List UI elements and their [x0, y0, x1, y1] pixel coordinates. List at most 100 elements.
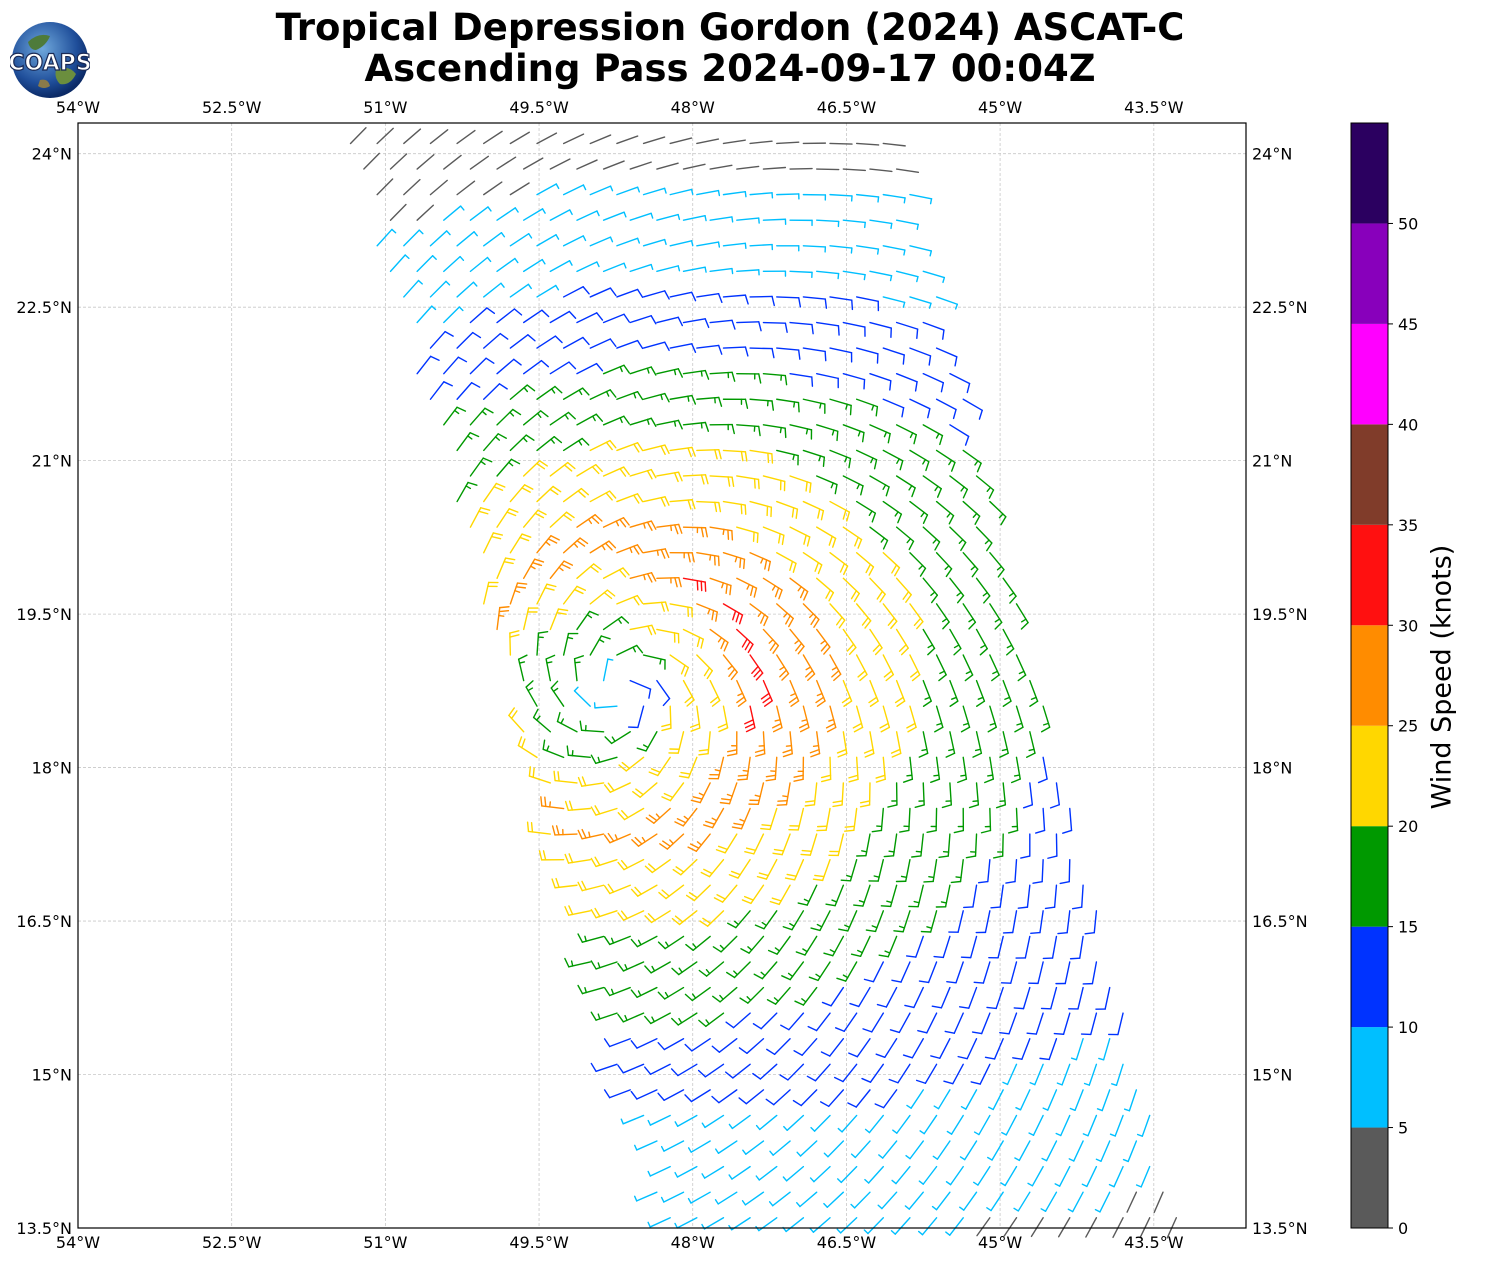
wind-barb — [551, 877, 578, 889]
wind-barb — [789, 475, 812, 493]
wind-barb — [618, 756, 645, 772]
wind-barb — [841, 679, 853, 707]
wind-barb — [483, 482, 506, 503]
wind-barb — [1028, 961, 1044, 985]
wind-barb — [962, 603, 977, 630]
wind-barb — [736, 475, 760, 490]
wind-barb — [629, 263, 654, 273]
wind-barb — [987, 1140, 1004, 1161]
wind-barb — [469, 155, 490, 170]
lat-tick-label-right: 24°N — [1252, 145, 1292, 164]
wind-barb — [970, 1063, 991, 1085]
wind-barb — [403, 128, 422, 145]
wind-barb — [483, 181, 503, 196]
wind-barb — [709, 475, 735, 488]
wind-barb — [962, 654, 974, 682]
wind-barb — [869, 321, 892, 339]
wind-barb — [802, 193, 827, 201]
wind-barb — [820, 1038, 845, 1057]
wind-barb — [657, 986, 685, 1000]
lon-tick-label-bottom: 54°W — [56, 1233, 100, 1252]
wind-barb — [1049, 782, 1060, 809]
wind-barb — [762, 526, 785, 546]
wind-barb — [1082, 961, 1098, 985]
wind-barb — [995, 782, 1007, 809]
wind-barb — [887, 782, 898, 808]
wind-barb — [443, 356, 468, 375]
wind-barb — [926, 807, 938, 834]
wind-barb — [980, 807, 992, 834]
wind-barb — [911, 833, 924, 858]
wind-barb — [905, 935, 924, 958]
wind-barb — [715, 1140, 738, 1154]
wind-barb — [855, 193, 880, 203]
wind-barb — [670, 1063, 698, 1077]
lon-tick-label-top: 49.5°W — [509, 98, 569, 117]
wind-barb — [781, 961, 805, 981]
wind-barb — [895, 526, 915, 551]
wind-barb — [804, 782, 818, 807]
wind-barb — [1014, 1140, 1031, 1162]
wind-barb — [509, 434, 535, 452]
wind-barb — [749, 347, 775, 359]
wind-barb — [902, 1038, 924, 1059]
wind-barb — [682, 369, 710, 380]
wind-barb — [709, 577, 732, 596]
lat-tick-label-left: 18°N — [32, 759, 72, 778]
wind-barb — [456, 382, 481, 400]
wind-barb — [674, 807, 698, 827]
lat-tick-label-left: 15°N — [32, 1066, 72, 1085]
wind-barb — [906, 705, 917, 733]
wind-barb — [1062, 807, 1073, 834]
wind-barb — [855, 603, 872, 629]
wind-barb — [816, 424, 839, 442]
wind-barb — [762, 372, 788, 386]
wind-barb — [589, 589, 616, 605]
wind-barb — [629, 679, 652, 699]
wind-barb — [1002, 1063, 1018, 1086]
wind-barb — [1067, 1191, 1084, 1213]
wind-barb — [403, 178, 421, 196]
wind-barb — [522, 460, 548, 477]
wind-barb — [917, 1012, 938, 1034]
wind-barb — [882, 552, 901, 577]
wind-barb — [922, 628, 936, 656]
wind-barb — [617, 1012, 645, 1023]
wind-barb — [522, 558, 545, 580]
wind-barb — [629, 468, 657, 480]
wind-barb — [549, 310, 577, 324]
wind-barb — [882, 296, 906, 308]
wind-barb — [712, 935, 738, 953]
wind-barb — [562, 286, 590, 298]
wind-barb — [842, 577, 860, 603]
wind-barb — [522, 208, 546, 221]
wind-barb — [590, 754, 618, 765]
wind-barb — [749, 243, 774, 251]
wind-barb — [725, 1012, 751, 1029]
wind-barb — [869, 270, 893, 282]
wind-barb — [882, 347, 905, 365]
wind-barb — [549, 209, 573, 221]
wind-barb — [945, 1217, 964, 1236]
wind-barb — [699, 910, 725, 927]
wind-barb — [589, 338, 617, 349]
wind-barb — [576, 413, 604, 426]
wind-barb — [642, 601, 669, 612]
wind-barb — [630, 1038, 658, 1049]
wind-barb — [564, 957, 591, 968]
wind-barb — [1122, 1140, 1138, 1163]
wind-barb — [823, 1140, 845, 1158]
wind-barb — [713, 884, 738, 903]
wind-barb — [711, 1089, 738, 1104]
wind-barb — [709, 628, 729, 652]
wind-barb — [616, 390, 644, 401]
wind-barb — [1040, 986, 1058, 1010]
wind-barb — [736, 165, 760, 170]
wind-barb — [810, 910, 831, 932]
wind-barb — [834, 1012, 858, 1032]
colorbar-bin — [1351, 424, 1388, 525]
wind-barb — [562, 437, 590, 452]
wind-barb — [949, 475, 969, 499]
wind-barb — [904, 986, 924, 1009]
wind-barb — [754, 731, 766, 757]
